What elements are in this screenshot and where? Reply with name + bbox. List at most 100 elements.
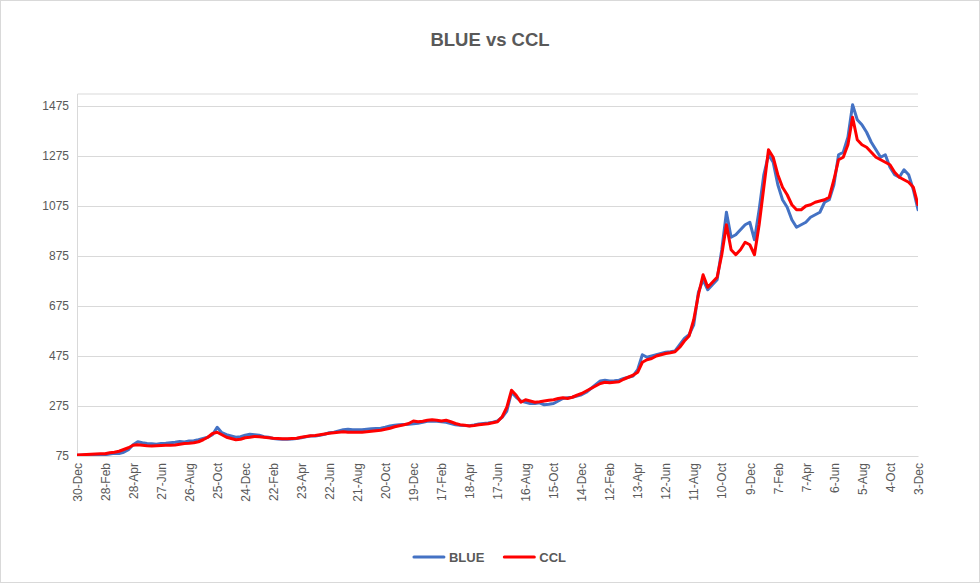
x-tick: 22-Jun [323, 456, 337, 500]
plot-area [77, 105, 918, 456]
chart: BLUE vs CCL 75 275 475 675 875 1075 1275 1475 30-… [0, 0, 980, 583]
legend-label: CCL [539, 550, 566, 565]
y-axis-line [78, 94, 919, 457]
x-tick: 26-Aug [183, 456, 197, 502]
x-tick: 14-Dec [575, 456, 589, 502]
x-tick-label: 26-Aug [183, 463, 197, 502]
y-tick-label: 875 [49, 249, 69, 263]
x-tick: 27-Jun [155, 456, 169, 500]
x-tick-label: 9-Dec [744, 463, 758, 495]
y-tick: 875 [49, 249, 918, 263]
y-tick-label: 1075 [42, 199, 69, 213]
x-tick-label: 20-Oct [379, 462, 393, 499]
y-tick-label: 75 [56, 449, 70, 463]
y-tick: 1475 [42, 99, 918, 113]
y-tick-label: 275 [49, 399, 69, 413]
x-axis-line [78, 456, 919, 457]
series-line [77, 105, 918, 456]
x-tick-label: 28-Apr [127, 463, 141, 499]
grid-line [77, 256, 918, 257]
x-tick: 18-Apr [463, 456, 477, 499]
x-tick-label: 27-Jun [155, 463, 169, 500]
chart-title: BLUE vs CCL [430, 29, 549, 50]
y-tick-label: 1475 [42, 99, 69, 113]
x-tick: 17-Jun [491, 456, 505, 500]
x-tick: 19-Dec [407, 456, 421, 502]
x-tick: 9-Dec [744, 456, 758, 495]
x-tick-label: 25-Oct [211, 462, 225, 499]
y-tick: 75 [56, 449, 918, 463]
x-tick: 16-Aug [519, 456, 533, 502]
x-tick-label: 14-Dec [575, 463, 589, 502]
chart-border [1, 1, 980, 583]
x-tick-label: 11-Aug [687, 463, 701, 501]
series-line [77, 117, 918, 455]
x-tick-label: 12-Jun [659, 463, 673, 500]
grid-line [77, 156, 918, 157]
x-axis: 30-Dec 28-Feb 28-Apr 27-Jun 26-Aug 25-Oct 24-D… [71, 456, 926, 502]
grid-line [77, 306, 918, 307]
x-tick: 17-Feb [435, 456, 449, 501]
x-tick: 11-Aug [687, 456, 701, 501]
x-tick: 12-Jun [659, 456, 673, 500]
y-tick: 675 [49, 299, 918, 313]
x-tick-label: 3-Dec [912, 463, 926, 495]
x-tick-label: 16-Aug [519, 463, 533, 502]
x-tick: 7-Feb [772, 456, 786, 494]
x-tick: 28-Apr [127, 456, 141, 499]
x-tick-label: 21-Aug [351, 463, 365, 502]
x-tick: 15-Oct [547, 456, 561, 499]
x-tick: 10-Oct [715, 456, 729, 499]
y-tick-label: 675 [49, 299, 69, 313]
x-tick-label: 4-Oct [884, 462, 898, 492]
grid-line [77, 106, 918, 107]
x-tick-label: 5-Aug [856, 463, 870, 495]
x-tick: 20-Oct [379, 456, 393, 499]
legend-swatch [414, 556, 444, 559]
x-tick-label: 24-Dec [239, 463, 253, 502]
x-tick-label: 17-Jun [491, 463, 505, 500]
x-tick: 30-Dec [71, 456, 85, 502]
grid-line [77, 356, 918, 357]
x-tick: 12-Feb [603, 456, 617, 501]
y-axis: 75 275 475 675 875 1075 1275 1475 [42, 94, 918, 463]
legend-item: BLUE [414, 550, 485, 565]
x-tick: 21-Aug [351, 456, 365, 502]
grid-line [77, 406, 918, 407]
legend: BLUE CCL [414, 550, 566, 565]
x-tick-label: 7-Apr [800, 463, 814, 492]
x-tick-label: 7-Feb [772, 463, 786, 495]
x-tick-label: 23-Apr [295, 463, 309, 499]
x-tick: 3-Dec [912, 456, 926, 495]
x-tick-label: 22-Feb [267, 463, 281, 501]
x-tick-label: 6-Jun [828, 463, 842, 493]
y-tick: 475 [49, 349, 918, 363]
x-tick: 5-Aug [856, 456, 870, 495]
x-tick-label: 13-Apr [631, 463, 645, 499]
x-tick: 24-Dec [239, 456, 253, 502]
x-tick: 6-Jun [828, 456, 842, 493]
y-tick-label: 1275 [42, 149, 69, 163]
x-tick-label: 22-Jun [323, 463, 337, 500]
x-tick-label: 12-Feb [603, 463, 617, 501]
grid-line [77, 456, 918, 457]
x-tick: 4-Oct [884, 456, 898, 492]
y-tick-label: 475 [49, 349, 69, 363]
x-tick-label: 18-Apr [463, 463, 477, 499]
x-tick: 13-Apr [631, 456, 645, 499]
legend-item: CCL [504, 550, 566, 565]
x-tick-label: 19-Dec [407, 463, 421, 502]
legend-label: BLUE [449, 550, 485, 565]
x-tick: 23-Apr [295, 456, 309, 499]
x-tick: 25-Oct [211, 456, 225, 499]
y-tick: 1275 [42, 149, 918, 163]
x-tick: 7-Apr [800, 456, 814, 492]
x-tick-label: 30-Dec [71, 463, 85, 502]
x-tick-label: 17-Feb [435, 463, 449, 501]
y-tick: 275 [49, 399, 918, 413]
x-tick-label: 28-Feb [99, 463, 113, 501]
x-tick: 22-Feb [267, 456, 281, 501]
x-tick-label: 15-Oct [547, 462, 561, 499]
x-tick-label: 10-Oct [715, 462, 729, 499]
legend-swatch [504, 556, 534, 559]
